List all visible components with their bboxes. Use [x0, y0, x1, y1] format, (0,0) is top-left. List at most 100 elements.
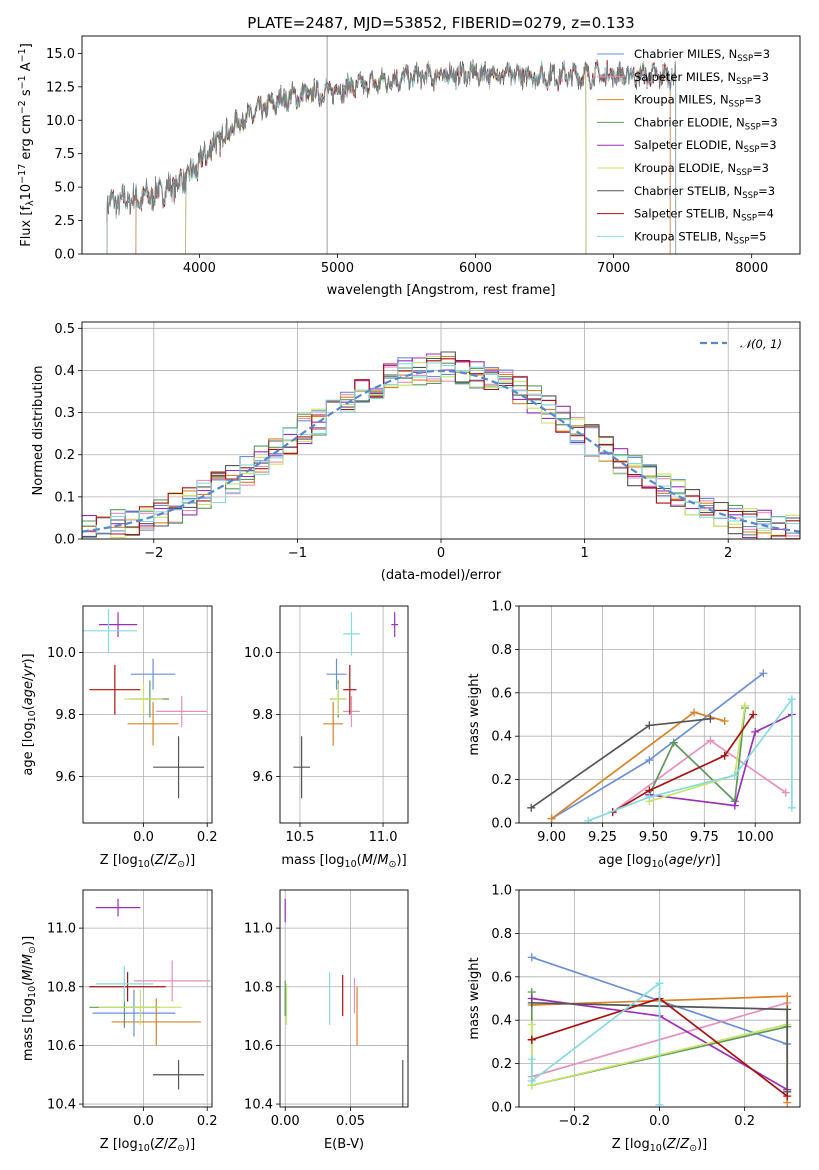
- weight_vs_age-marker-chab_stelib: [706, 714, 715, 723]
- spectrum-title: PLATE=2487, MJD=53852, FIBERID=0279, z=0…: [247, 14, 634, 32]
- weight_vs_age-xtick-label: 9.00: [537, 830, 566, 845]
- age_vs_Z-points: [83, 609, 208, 799]
- weight_vs_age-marker-krou_miles: [690, 708, 699, 717]
- weight_vs_Z-xlabel: Z [log10(Z/Z⊙)]: [612, 1137, 707, 1154]
- weight_vs_age-series: [527, 669, 796, 823]
- weight_vs_age-xlabel: age [log10(age/yr)]: [598, 853, 720, 870]
- weight_vs_Z-marker-krou_stelib: [527, 1055, 536, 1064]
- spectrum-xtick-label: 4000: [183, 261, 216, 276]
- weight_vs_age-marker-krou_miles: [720, 717, 729, 726]
- age_vs_mass-ytick-label: 10.0: [244, 646, 273, 661]
- spectrum-ytick-label: 2.5: [54, 214, 75, 229]
- weight_vs_Z-marker-krou_stelib: [655, 979, 664, 988]
- spectrum-frame: [81, 35, 801, 255]
- legend-label-salp_elodie: Salpeter ELODIE, NSSP=3: [634, 138, 777, 155]
- age_vs_mass-axes: 10.5 11.0 9.6 9.8 10.0: [244, 606, 408, 845]
- weight_vs_Z-marker-salp_stelib: [783, 1092, 792, 1101]
- weight_vs_Z-ytick-label: 0.2: [491, 1057, 512, 1072]
- legend-label-krou_elodie: Kroupa ELODIE, NSSP=3: [634, 161, 769, 178]
- weight_vs_age-xtick-label: 9.75: [690, 830, 719, 845]
- residuals-ytick-label: 0.5: [54, 322, 75, 337]
- residuals-ytick-label: 0.3: [54, 406, 75, 421]
- mass_vs_Z-ytick-label: 11.0: [47, 922, 76, 937]
- legend-label-chab_miles: Chabrier MILES, NSSP=3: [634, 47, 770, 64]
- weight_vs_age-marker-salp_stelib: [720, 751, 729, 760]
- weight_vs_age-marker-salp_elodie: [751, 727, 760, 736]
- mass_vs_EBV-xlabel: E(B-V): [324, 1137, 364, 1152]
- weight_vs_age-marker-krou_stelib: [584, 816, 593, 823]
- spectrum-ytick-label: 15.0: [46, 47, 75, 62]
- weight_vs_Z-marker-krou_elodie: [527, 1020, 536, 1029]
- weight_vs_Z-ytick-label: 0.6: [491, 970, 512, 985]
- mass_vs_EBV-xtick-label: 0.05: [336, 1114, 365, 1129]
- weight_vs_age-ylabel: mass weight: [467, 673, 482, 755]
- spectrum-ytick-label: 10.0: [46, 114, 75, 129]
- age_vs_Z-ytick-label: 9.6: [55, 770, 76, 785]
- legend-label-chab_elodie: Chabrier ELODIE, NSSP=3: [634, 115, 778, 132]
- spectrum-lines: [106, 36, 677, 254]
- weight_vs_Z-line-krou_stelib: [530, 981, 661, 1105]
- weight_vs_age-ytick-label: 0.8: [491, 643, 512, 658]
- mass_vs_Z-frame: [82, 889, 213, 1108]
- weight_vs_age-xtick-label: 9.25: [588, 830, 617, 845]
- weight_vs_Z-series: [527, 953, 792, 1107]
- legend-label-krou_stelib: Kroupa STELIB, NSSP=5: [634, 229, 766, 246]
- spectrum-xtick-label: 8000: [735, 261, 768, 276]
- residuals-ytick-label: 0.1: [54, 490, 75, 505]
- weight_vs_Z-marker-chab_miles: [527, 953, 536, 962]
- mass_vs_Z-ytick-label: 10.4: [47, 1098, 76, 1113]
- mass_vs_EBV-points: [284, 898, 404, 1107]
- spectrum-legend: Chabrier MILES, NSSP=3 Salpeter MILES, NS…: [597, 47, 778, 246]
- weight_vs_age-marker-chab_stelib: [527, 803, 536, 812]
- weight_vs_Z-frame: [518, 889, 801, 1108]
- residuals-hist-chab_stelib: [82, 351, 800, 539]
- residuals-frame: [81, 321, 801, 540]
- legend-label-salp_stelib: Salpeter STELIB, NSSP=4: [634, 207, 774, 224]
- weight_vs_age-xtick-label: 10.00: [737, 830, 774, 845]
- weight_vs_age-marker-salp_miles: [781, 788, 790, 797]
- weight_vs_age-xtick-label: 9.50: [639, 830, 668, 845]
- mass_vs_Z-ytick-label: 10.8: [47, 980, 76, 995]
- residuals-ytick-label: 0.4: [54, 364, 75, 379]
- age_vs_mass-points: [293, 612, 399, 799]
- age_vs_mass-ytick-label: 9.6: [252, 770, 273, 785]
- weight_vs_Z-marker-chab_stelib: [527, 998, 536, 1007]
- mass_vs_EBV-frame: [279, 889, 409, 1108]
- weight_vs_Z-xtick-label: −0.2: [559, 1114, 591, 1129]
- mass_vs_EBV-axes: 0.00 0.05 10.4 10.6 10.8 11.0: [244, 890, 408, 1129]
- weight_vs_Z-marker-krou_stelib: [527, 1076, 536, 1085]
- weight_vs_age-marker-krou_stelib: [787, 803, 796, 812]
- spectrum-xtick-label: 7000: [597, 261, 630, 276]
- weight_vs_age-ytick-label: 0.6: [491, 686, 512, 701]
- mass_vs_EBV-ytick-label: 10.6: [244, 1039, 273, 1054]
- mass_vs_Z-axes: 0.0 0.2 10.4 10.6 10.8 11.0: [47, 890, 218, 1129]
- spectrum-series-salp_stelib: [106, 59, 677, 254]
- weight_vs_age-marker-salp_miles: [706, 736, 715, 745]
- weight_vs_age-marker-chab_miles: [645, 756, 654, 765]
- legend-label-chab_stelib: Chabrier STELIB, NSSP=3: [634, 184, 775, 201]
- age_vs_Z-axes: 0.0 0.2 9.6 9.8 10.0: [47, 606, 218, 845]
- age_vs_mass-xtick-label: 11.0: [369, 830, 398, 845]
- age_vs_mass-frame: [279, 605, 409, 824]
- weight_vs_age-marker-krou_miles: [547, 814, 556, 823]
- mass_vs_Z-ytick-label: 10.6: [47, 1039, 76, 1054]
- weight_vs_age-axes: 9.00 9.25 9.50 9.75 10.00 0.0 0.2 0.4 0.6 0.8 1.0: [491, 600, 800, 845]
- weight_vs_age-marker-chab_stelib: [645, 721, 654, 730]
- weight_vs_age-ytick-label: 0.2: [491, 773, 512, 788]
- spectrum-ytick-label: 7.5: [54, 147, 75, 162]
- weight_vs_age-line-chab_elodie: [648, 707, 746, 804]
- residuals-xtick-label: 2: [724, 546, 732, 561]
- age_vs_mass-xlabel: mass [log10(M/M⊙)]: [281, 853, 406, 870]
- mass_vs_Z-points: [89, 898, 211, 1090]
- weight_vs_age-marker-krou_stelib: [645, 792, 654, 801]
- spectrum-xtick-label: 5000: [321, 261, 354, 276]
- residuals-xlabel: (data-model)/error: [381, 568, 502, 583]
- mass_vs_Z-xtick-label: 0.2: [197, 1114, 218, 1129]
- spectrum-ytick-label: 5.0: [54, 181, 75, 196]
- spectrum-ytick-label: 12.5: [46, 80, 75, 95]
- age_vs_Z-xtick-label: 0.2: [197, 830, 218, 845]
- residuals-hist-krou_stelib: [82, 362, 800, 539]
- spectrum-ylabel: Flux [fλ10−17 erg cm−2 s−1 A−1]: [17, 43, 36, 247]
- residuals-xtick-label: 0: [437, 546, 445, 561]
